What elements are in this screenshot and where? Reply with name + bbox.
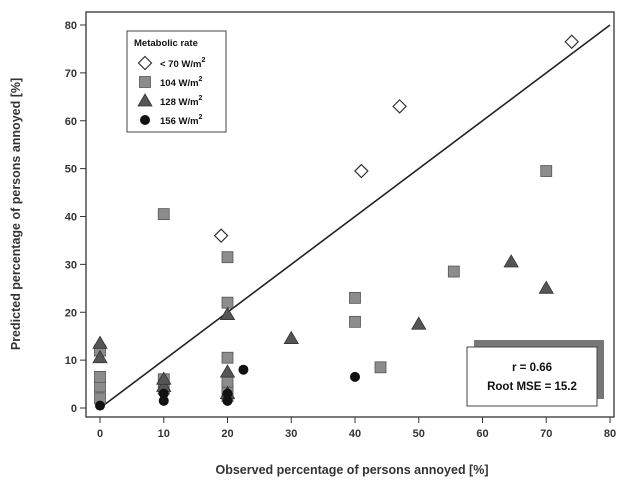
point-square: [221, 375, 234, 388]
y-tick-label: 40: [65, 212, 77, 224]
point-square: [349, 315, 361, 328]
y-axis-label: Predicted percentage of persons annoyed …: [9, 78, 23, 350]
point-square: [221, 251, 234, 264]
legend-label: 128 W/m2: [160, 95, 203, 108]
point-triangle: [538, 280, 554, 294]
data-points: [92, 34, 580, 411]
legend-marker-diamond-open: [137, 55, 153, 71]
legend-label: < 70 W/m2: [160, 57, 205, 70]
point-circle: [222, 388, 233, 399]
legend-label: 104 W/m2: [160, 76, 203, 89]
point-square: [157, 208, 170, 221]
x-tick-label: 80: [604, 428, 616, 440]
legend-label-sup: 2: [199, 114, 203, 121]
point-triangle: [219, 306, 236, 321]
point-triangle: [283, 330, 299, 344]
x-tick-label: 0: [97, 428, 103, 440]
legend-marker-circle: [140, 115, 150, 125]
stats-box-frame: [466, 346, 598, 407]
point-triangle: [411, 316, 427, 330]
stats-rmse: Root MSE = 15.2: [487, 381, 577, 393]
point-triangle: [219, 364, 236, 378]
x-tick-label: 10: [158, 428, 170, 440]
point-diamond-open: [392, 99, 407, 114]
legend-title: Metabolic rate: [134, 38, 198, 49]
stats-box: r = 0.66 Root MSE = 15.2: [466, 340, 604, 407]
point-triangle: [503, 254, 519, 268]
point-circle: [238, 364, 249, 375]
x-tick-label: 50: [413, 428, 425, 440]
x-axis-label: Observed percentage of persons annoyed […: [216, 463, 489, 477]
legend-label: 156 W/m2: [160, 114, 203, 127]
x-tick-label: 30: [285, 428, 297, 440]
legend-label-sup: 2: [199, 76, 203, 83]
point-circle: [350, 371, 360, 382]
y-axis-ticks: 0 10 20 30 40 50 60 70 80: [65, 20, 86, 415]
legend-label-sup: 2: [199, 95, 203, 102]
legend-entries: < 70 W/m2 104 W/m2 128 W/m2 156 W/m2: [137, 55, 205, 127]
point-square: [349, 291, 361, 304]
x-tick-label: 60: [476, 428, 488, 440]
point-diamond-open: [564, 34, 580, 50]
point-square: [221, 296, 234, 309]
x-axis-ticks: 0 10 20 30 40 50 60 70 80: [97, 417, 616, 440]
legend: Metabolic rate < 70 W/m2 104 W/m2 128 W/m2…: [126, 30, 227, 133]
x-tick-label: 70: [540, 428, 552, 440]
point-square: [374, 361, 387, 374]
legend-marker-square: [139, 76, 151, 88]
point-triangle: [92, 335, 108, 349]
point-square: [94, 370, 106, 383]
point-square: [540, 165, 553, 177]
point-diamond-open: [213, 228, 229, 243]
point-circle: [158, 395, 169, 406]
y-tick-label: 80: [65, 20, 77, 32]
point-square: [447, 265, 460, 278]
point-diamond-open: [354, 163, 369, 179]
legend-marker-triangle: [137, 93, 153, 107]
y-tick-label: 20: [65, 307, 77, 319]
point-circle: [95, 400, 105, 411]
x-tick-label: 40: [349, 428, 361, 440]
point-circle: [158, 388, 169, 399]
y-tick-label: 60: [65, 116, 77, 128]
x-tick-label: 20: [221, 428, 233, 440]
y-tick-label: 10: [65, 355, 77, 367]
point-circle: [222, 395, 233, 406]
point-triangle: [92, 349, 108, 364]
y-tick-label: 0: [71, 403, 77, 415]
point-square: [221, 351, 234, 364]
y-tick-label: 70: [65, 68, 77, 80]
legend-label-sup: 2: [201, 57, 205, 64]
identity-reference-line: [99, 24, 611, 409]
point-triangle: [156, 371, 172, 385]
y-tick-label: 50: [65, 164, 77, 176]
stats-r: r = 0.66: [512, 362, 552, 374]
y-tick-label: 30: [65, 259, 77, 271]
